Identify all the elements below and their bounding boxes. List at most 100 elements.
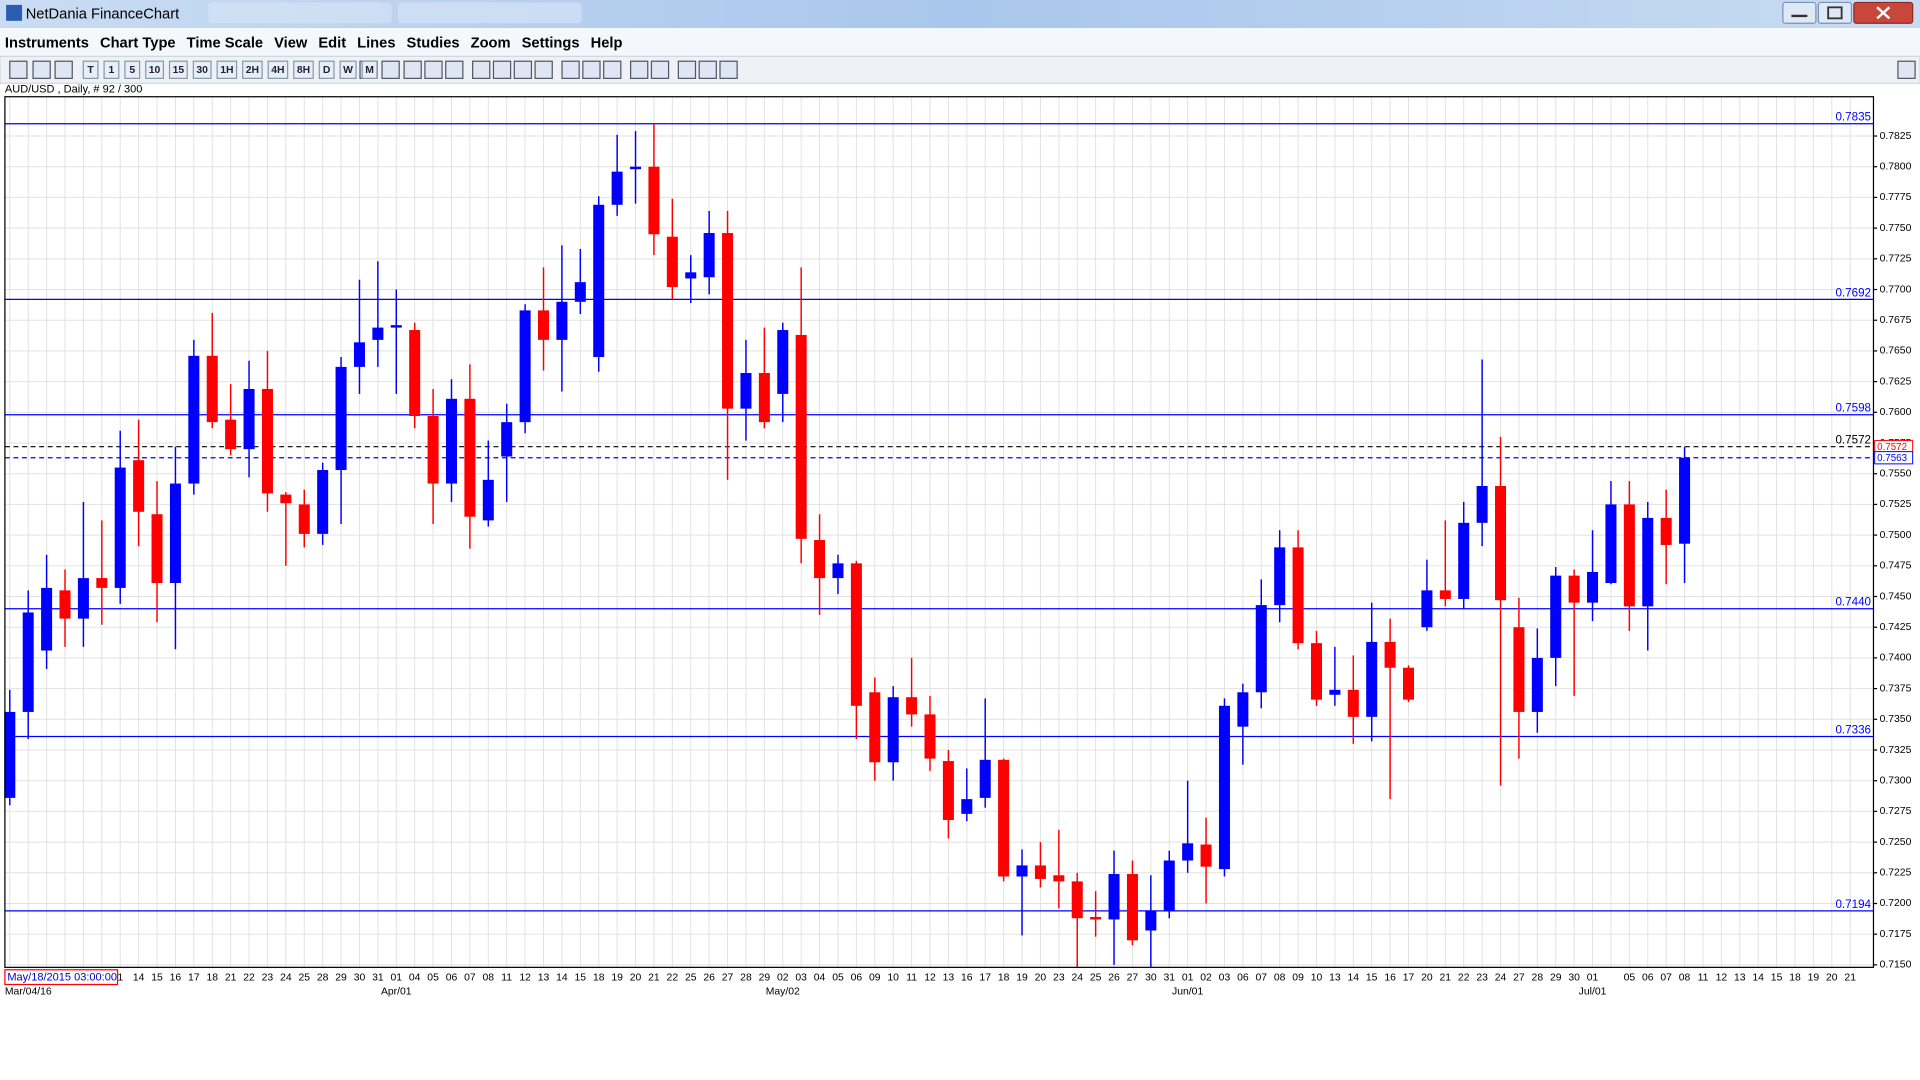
candle-body	[869, 692, 881, 763]
timescale-button[interactable]: T	[82, 60, 99, 79]
taskbar-tab[interactable]	[397, 2, 582, 24]
x-tick-label: 1	[117, 973, 123, 984]
timescale-label: T	[87, 65, 94, 76]
y-tick-label: 0.7250	[1880, 837, 1912, 848]
timescale-label: 30	[196, 65, 208, 76]
y-tick-label: 0.7500	[1880, 530, 1912, 541]
x-tick-label: 08	[1679, 973, 1691, 984]
x-tick-label: 04	[409, 973, 421, 984]
x-tick-label: 28	[740, 973, 752, 984]
candle-body	[280, 494, 292, 504]
tool-icon[interactable]	[630, 60, 649, 79]
menu-item[interactable]: Settings	[522, 35, 580, 51]
x-tick-label: 04	[814, 973, 826, 984]
y-tick-label: 0.7600	[1880, 407, 1912, 418]
timescale-button[interactable]: 5	[124, 60, 141, 79]
tool-icon[interactable]	[561, 60, 580, 79]
x-tick-label: 05	[427, 973, 439, 984]
taskbar-tab[interactable]	[208, 2, 392, 24]
menu-item[interactable]: Studies	[407, 35, 460, 51]
tool-icon[interactable]	[403, 60, 422, 79]
y-tick-label: 0.7825	[1880, 131, 1912, 142]
candle-body	[1274, 547, 1286, 606]
timescale-button[interactable]: 30	[192, 60, 212, 79]
x-tick-label: 11	[906, 973, 917, 984]
tool-icon[interactable]	[54, 60, 73, 79]
tool-icon[interactable]	[698, 60, 717, 79]
candle-body	[832, 563, 844, 579]
candle-body	[1053, 875, 1065, 882]
tool-icon[interactable]	[677, 60, 697, 79]
level-label: 0.7336	[1835, 723, 1871, 736]
maximize-button[interactable]	[1817, 1, 1853, 24]
timescale-button[interactable]: 2H	[242, 60, 263, 79]
candle-body	[703, 233, 715, 278]
tool-icon[interactable]	[32, 60, 51, 79]
timescale-button[interactable]: 15	[168, 60, 188, 79]
timescale-button[interactable]: 1H	[216, 60, 238, 79]
menu-item[interactable]: Help	[591, 35, 623, 51]
tool-icon[interactable]	[513, 60, 533, 79]
x-tick-label: 08	[483, 973, 495, 984]
minimize-button[interactable]	[1782, 1, 1817, 24]
chart: 0.7150 0.7175 0.7200 0.7225 0.7250 0.7275 0.73…	[4, 96, 1914, 998]
x-tick-label: 21	[1440, 973, 1452, 984]
menu-item[interactable]: Zoom	[471, 35, 511, 51]
timescale-button[interactable]: 8H	[293, 60, 314, 79]
toolbar-icons	[9, 60, 1916, 79]
tool-icon[interactable]	[492, 60, 512, 79]
window-title: NetDania FinanceChart	[26, 7, 179, 23]
x-tick-label: 13	[1734, 973, 1746, 984]
candle-body	[1200, 844, 1212, 867]
candle-body	[1347, 689, 1359, 717]
y-tick-label: 0.7325	[1880, 745, 1912, 756]
x-tick-label: 10	[887, 973, 899, 984]
timescale-frame	[242, 60, 263, 79]
menu-item[interactable]: Lines	[357, 35, 395, 51]
tool-icon[interactable]	[719, 60, 738, 79]
timescale-button[interactable]: D	[318, 60, 335, 79]
tool-icon[interactable]	[9, 60, 28, 79]
candle-body	[1642, 517, 1654, 607]
candle-body	[243, 388, 255, 450]
menu-item[interactable]: Time Scale	[187, 35, 263, 51]
tool-icon[interactable]	[424, 60, 443, 79]
x-tick-label: 29	[1550, 973, 1562, 984]
tool-icon[interactable]	[1897, 60, 1916, 79]
menu-item[interactable]: Edit	[318, 35, 346, 51]
timescale-frame	[318, 60, 335, 79]
x-tick-label: 03	[795, 973, 807, 984]
tool-icon[interactable]	[582, 60, 601, 79]
menu-item[interactable]: Instruments	[5, 35, 89, 51]
tool-icon[interactable]	[603, 60, 622, 79]
tool-icon[interactable]	[381, 60, 400, 79]
candle-body	[979, 759, 991, 798]
candle-body	[1329, 689, 1341, 695]
price-box-label: 0.7572	[1877, 442, 1907, 453]
timescale-button[interactable]: 1	[103, 60, 120, 79]
timescale-button[interactable]: 10	[145, 60, 165, 79]
tool-icon[interactable]	[472, 60, 491, 79]
timescale-button[interactable]: W	[339, 60, 357, 79]
timescale-frame	[192, 60, 212, 79]
timescale-button[interactable]: 4H	[267, 60, 289, 79]
timescale-label: 1H	[220, 65, 233, 76]
x-tick-label: 07	[464, 973, 476, 984]
tool-icon[interactable]	[534, 60, 553, 79]
menu-item[interactable]: View	[274, 35, 308, 51]
x-tick-label: 21	[225, 973, 237, 984]
maximize-icon	[1827, 6, 1843, 20]
menu: Instruments Chart Type Time Scale View Edit L…	[5, 35, 623, 51]
tool-icon[interactable]	[445, 60, 464, 79]
x-tick-label: 23	[1476, 973, 1488, 984]
candle-body	[169, 483, 181, 584]
x-tick-label: 30	[354, 973, 366, 984]
tool-icon[interactable]	[650, 60, 670, 79]
candle-body	[574, 282, 586, 302]
menu-item[interactable]: Chart Type	[100, 35, 176, 51]
x-tick-label: 17	[1403, 973, 1415, 984]
timescale-button[interactable]: M	[361, 60, 378, 79]
x-tick-label: 12	[924, 973, 936, 984]
